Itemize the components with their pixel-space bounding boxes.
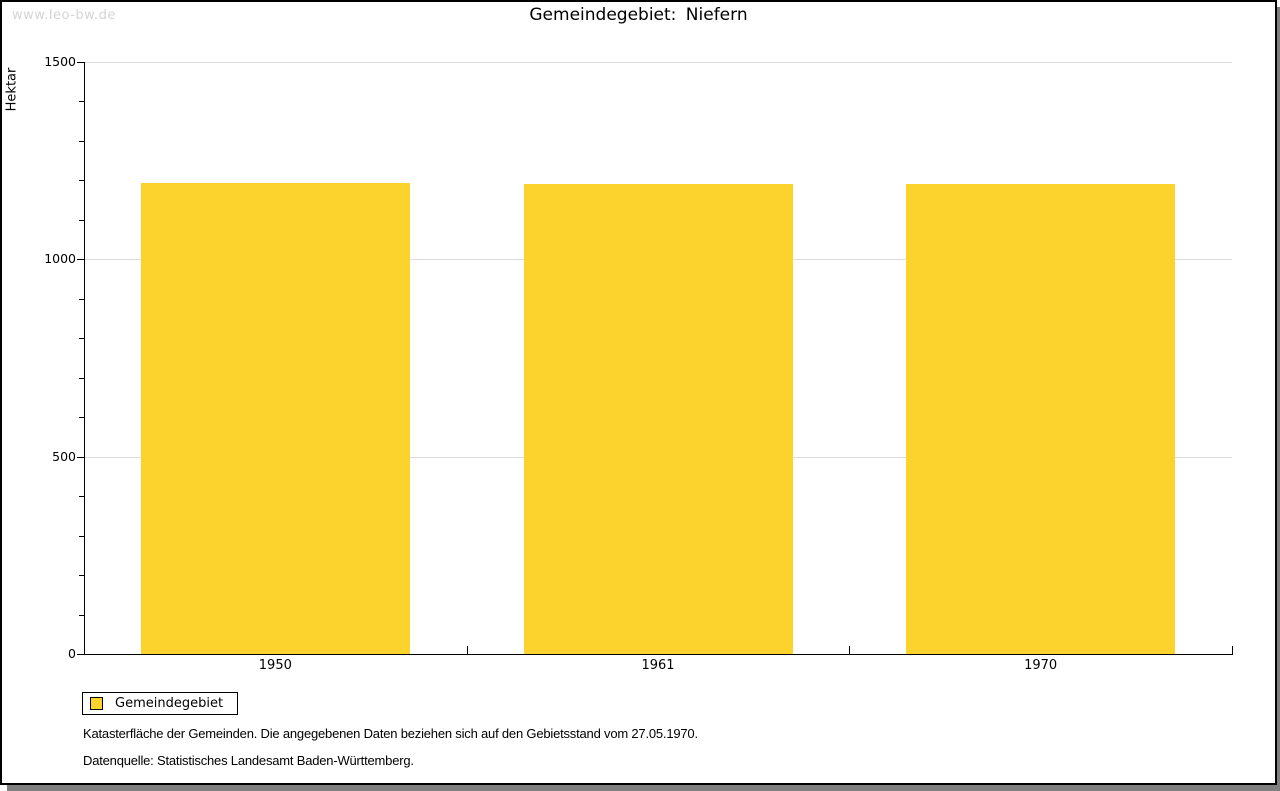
y-major-tick [77, 654, 84, 655]
x-tick-label: 1950 [258, 658, 292, 673]
y-minor-tick [79, 219, 84, 221]
y-tick-label: 1000 [44, 251, 76, 267]
y-major-tick [77, 456, 84, 458]
x-boundary-tick [1232, 646, 1233, 654]
bar-1970 [906, 184, 1176, 654]
footnotes: Katasterfläche der Gemeinden. Die angege… [83, 726, 698, 780]
leo-bw-watermark: www.leo-bw.de [12, 8, 116, 23]
bar-1950 [140, 182, 410, 654]
footnote-source-description: Katasterfläche der Gemeinden. Die angege… [83, 726, 698, 741]
y-minor-tick [79, 417, 84, 419]
y-major-tick [77, 259, 84, 261]
x-tick-label: 1970 [1024, 658, 1058, 673]
chart-title: Gemeindegebiet: Niefern [529, 5, 748, 25]
y-tick-label: 1500 [44, 54, 76, 69]
y-tick-label: 500 [52, 448, 76, 464]
x-tick-label: 1961 [641, 658, 675, 673]
legend-series-label: Gemeindegebiet [115, 696, 224, 711]
y-minor-tick [79, 101, 84, 103]
footnote-data-source: Datenquelle: Statistisches Landesamt Bad… [83, 753, 414, 768]
bar-1961 [523, 184, 793, 654]
y-minor-tick [79, 180, 84, 182]
y-axis-line [84, 62, 85, 654]
y-minor-tick [79, 298, 84, 300]
y-minor-tick [79, 496, 84, 498]
legend-box: Gemeindegebiet [82, 692, 239, 715]
y-gridline [84, 62, 1232, 63]
y-major-tick [77, 62, 84, 63]
y-minor-tick [79, 614, 84, 616]
y-tick-label: 0 [68, 646, 76, 661]
y-minor-tick [79, 535, 84, 537]
legend-color-swatch [90, 697, 103, 710]
y-minor-tick [79, 338, 84, 340]
y-minor-tick [79, 377, 84, 379]
x-boundary-tick [849, 646, 851, 654]
y-minor-tick [79, 140, 84, 142]
x-boundary-tick [466, 646, 468, 654]
y-minor-tick [79, 575, 84, 577]
x-axis-line [84, 654, 1233, 655]
